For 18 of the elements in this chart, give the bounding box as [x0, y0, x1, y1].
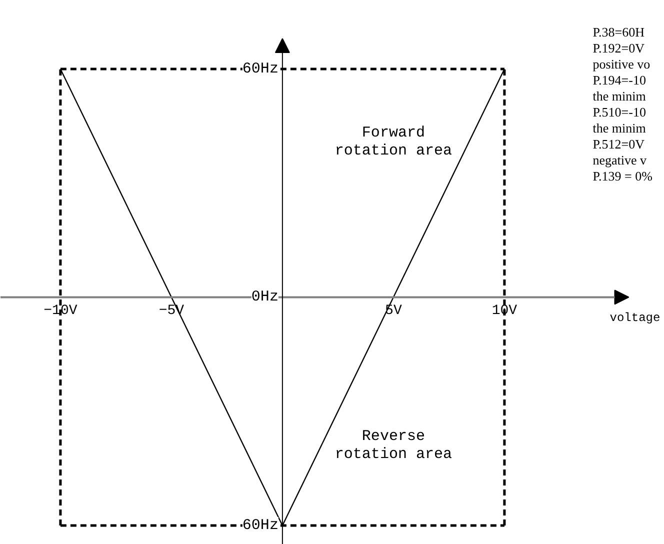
annotation: P.192=0V	[592, 40, 646, 56]
annotation: P.139 = 0%	[592, 168, 653, 184]
annotation: the minim	[592, 120, 646, 136]
annotation: P.510=-10	[592, 104, 646, 120]
annotation: Forward rotation area	[334, 124, 452, 160]
annotation: negative v	[592, 152, 648, 168]
y-tick-label: 60Hz	[242, 60, 278, 78]
annotation: P.512=0V	[592, 136, 646, 152]
annotation: the minim	[592, 88, 646, 104]
annotation: P.38=60H	[592, 24, 645, 40]
y-tick-label: 60Hz	[242, 516, 278, 534]
y-tick-label: 0Hz	[251, 288, 278, 306]
x-tick-label: −10V	[44, 303, 78, 320]
x-tick-label: 5V	[385, 303, 402, 320]
annotation: Reverse rotation area	[334, 428, 452, 464]
annotation: positive vo	[592, 56, 650, 72]
x-axis-title: voltage	[610, 311, 660, 326]
annotation: P.194=-10	[592, 72, 646, 88]
